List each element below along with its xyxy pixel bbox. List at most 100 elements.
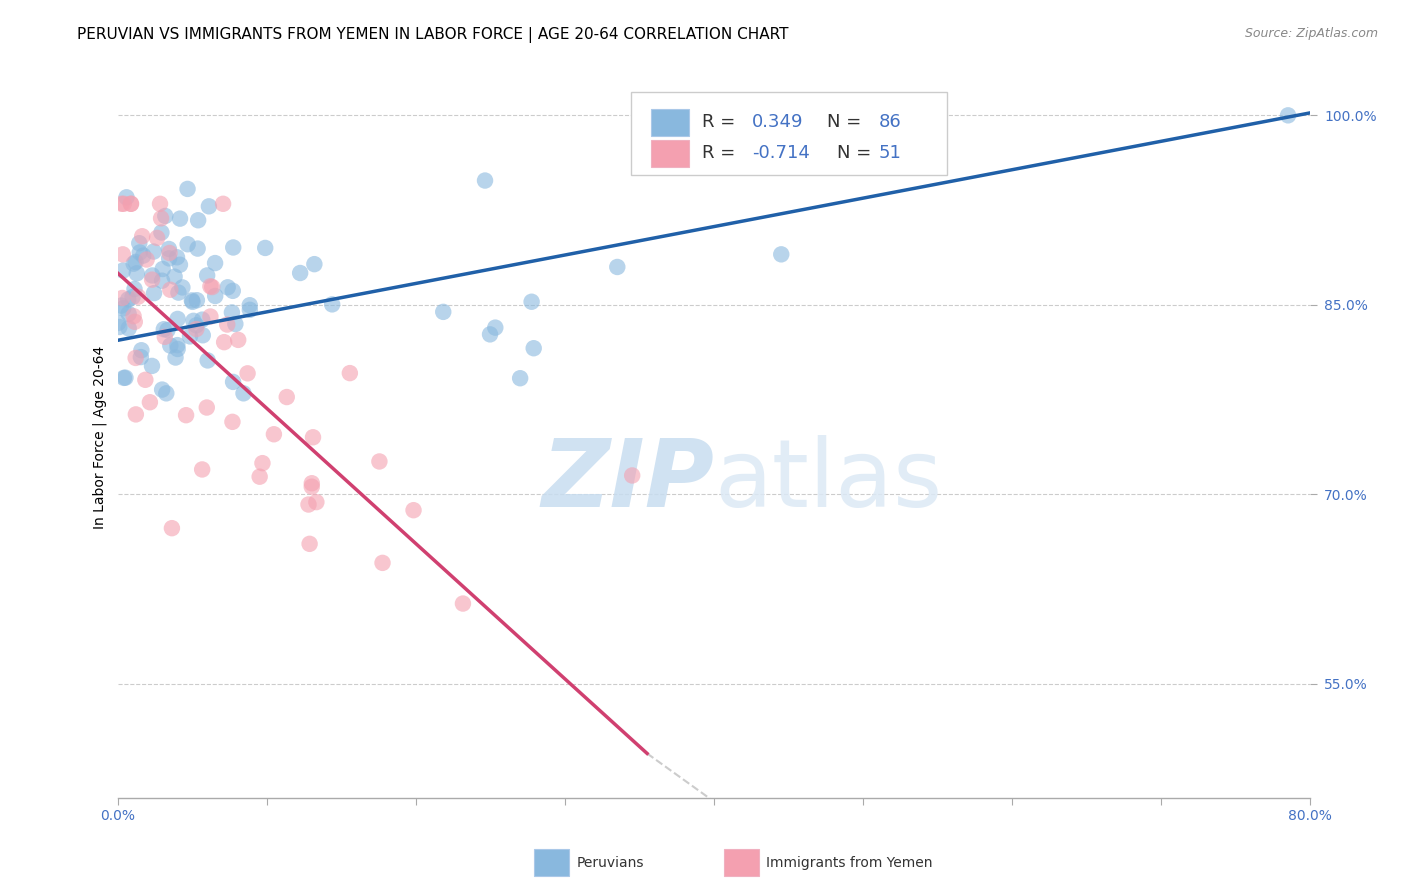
Point [197,353,219,368]
Point [124,255,146,269]
Point [129,350,152,364]
Point [212,196,235,211]
Point [149,196,172,211]
Point [124,351,146,365]
Point [301,476,323,491]
Point [187,213,209,227]
Point [112,371,135,385]
Point [204,256,226,270]
Point [221,415,243,429]
Point [222,284,245,298]
Point [112,196,135,211]
Point [288,266,311,280]
Point [115,190,138,204]
Point [621,468,644,483]
Point [484,320,506,334]
Point [124,315,146,329]
Point [254,241,277,255]
Text: PERUVIAN VS IMMIGRANTS FROM YEMEN IN LABOR FORCE | AGE 20-64 CORRELATION CHART: PERUVIAN VS IMMIGRANTS FROM YEMEN IN LAB… [77,27,789,43]
Point [305,495,328,509]
Point [118,321,141,335]
Point [143,286,166,301]
Point [176,182,198,196]
Point [226,333,249,347]
Point [176,237,198,252]
Point [122,257,145,271]
Point [107,316,129,330]
Point [221,305,243,319]
Point [402,503,425,517]
Point [252,456,274,470]
Point [153,330,176,344]
Text: R =: R = [702,113,741,131]
Text: 86: 86 [879,113,901,131]
Point [304,257,326,271]
Point [120,196,142,211]
Point [217,280,239,294]
Point [141,359,163,373]
Point [142,244,165,259]
Text: 51: 51 [879,145,901,162]
Point [302,430,325,444]
Point [156,323,179,337]
Point [167,285,190,300]
Point [166,338,188,352]
Point [301,480,323,494]
FancyBboxPatch shape [631,92,946,175]
Point [212,335,235,350]
Point [339,366,361,380]
Text: ZIP: ZIP [541,434,714,527]
Point [108,320,131,334]
Point [195,268,218,283]
Point [163,269,186,284]
Point [172,280,194,294]
Point [111,291,134,305]
Point [222,240,245,254]
Point [186,293,208,308]
Text: N =: N = [828,113,868,131]
Point [523,341,546,355]
Point [160,521,183,535]
FancyBboxPatch shape [651,109,689,136]
Point [122,309,145,323]
Y-axis label: In Labor Force | Age 20-64: In Labor Force | Age 20-64 [93,346,107,529]
Point [128,245,150,260]
Text: Source: ZipAtlas.com: Source: ZipAtlas.com [1244,27,1378,40]
Point [297,498,319,512]
Point [181,294,204,309]
Text: -0.714: -0.714 [752,145,810,162]
Point [128,236,150,251]
Point [606,260,628,274]
Point [179,329,201,343]
Point [146,231,169,245]
Point [112,301,135,316]
Point [166,250,188,264]
Point [157,242,180,256]
Point [276,390,298,404]
Point [200,310,222,324]
Text: R =: R = [702,145,741,162]
Point [509,371,531,385]
Point [131,343,153,358]
Point [174,408,197,422]
Point [200,279,222,293]
Point [131,229,153,244]
Point [224,317,246,331]
Point [127,290,149,304]
Point [371,556,394,570]
Point [152,262,174,277]
Point [111,247,134,261]
Point [157,252,180,266]
Point [186,322,208,336]
Point [155,386,177,401]
Point [111,196,134,211]
FancyBboxPatch shape [651,140,689,168]
Point [155,209,177,223]
Point [191,462,214,476]
Point [232,386,254,401]
Point [166,312,188,326]
Point [165,351,187,365]
Point [186,318,208,333]
Point [141,268,163,283]
Point [201,280,224,294]
